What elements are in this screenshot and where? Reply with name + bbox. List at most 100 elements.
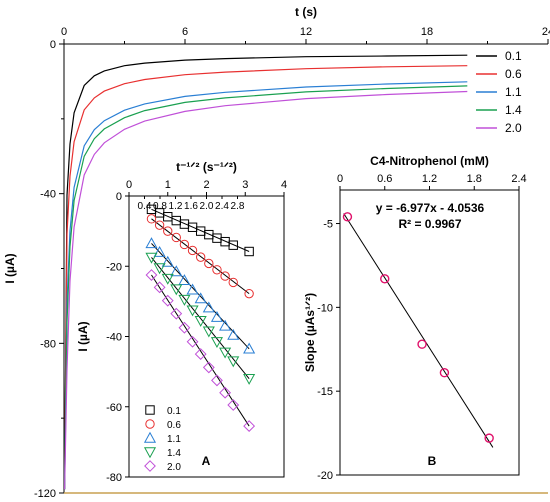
data-point: [219, 319, 232, 331]
data-point: [227, 328, 240, 340]
legend-marker: [145, 405, 155, 415]
x-tick-label: 3: [242, 179, 248, 191]
data-point: [163, 226, 173, 236]
x-axis-title: C4-Nitrophenol (mM): [370, 154, 489, 168]
y-tick-label: -20: [317, 470, 333, 482]
data-point: [227, 399, 240, 411]
data-point: [210, 337, 224, 349]
data-point: [194, 292, 207, 304]
y-tick-label: -10: [317, 302, 333, 314]
x-minor-tick-label: 0.8: [153, 201, 167, 212]
y-tick-label: -20: [106, 261, 122, 273]
x-tick-label: 12: [300, 26, 312, 38]
data-point: [342, 212, 353, 222]
data-point: [484, 433, 494, 443]
data-point: [145, 252, 158, 264]
legend-marker: [145, 419, 155, 429]
data-point: [161, 255, 174, 267]
data-point: [178, 321, 191, 334]
x-tick-label: 6: [182, 26, 188, 38]
x-tick-label: 2.4: [511, 173, 526, 185]
data-point: [170, 265, 183, 277]
data-point: [204, 258, 214, 269]
data-point: [195, 252, 206, 262]
data-point: [228, 277, 238, 288]
y-axis-title: Slope (µAs¹ᐟ²): [303, 293, 317, 372]
legend-marker: [144, 460, 156, 472]
x-axis-title: t (s): [295, 5, 317, 19]
data-point: [219, 386, 232, 399]
data-point: [154, 220, 165, 230]
data-point: [194, 315, 207, 327]
y-tick-label: -80: [106, 472, 122, 484]
x-tick-label: 4: [281, 179, 287, 191]
x-tick-label: 1.8: [467, 173, 482, 185]
fit-line: [343, 213, 494, 448]
data-point: [244, 288, 254, 299]
fit-line: [151, 257, 250, 379]
legend-label: 1.4: [505, 103, 522, 117]
legend-marker: [143, 447, 157, 459]
data-point: [194, 348, 207, 360]
legend-label: 0.6: [505, 67, 522, 81]
series-line: [64, 90, 468, 490]
x-tick-label: 24: [542, 26, 550, 38]
data-point: [186, 305, 199, 317]
data-point: [153, 263, 166, 275]
data-point: [186, 335, 199, 348]
x-minor-tick-label: 2.0: [200, 201, 214, 212]
data-point: [219, 347, 232, 359]
data-point: [146, 214, 157, 224]
x-minor-tick-label: 1.6: [184, 201, 198, 212]
legend-label: 0.1: [505, 49, 522, 63]
legend-label: 1.1: [167, 434, 181, 445]
data-point: [187, 245, 198, 256]
data-point: [170, 307, 183, 320]
panel-label: B: [428, 454, 437, 468]
data-point: [145, 237, 158, 249]
x-minor-tick-label: 2.8: [231, 201, 245, 212]
data-point: [243, 342, 256, 354]
x-tick-label: 0: [61, 26, 67, 38]
data-point: [380, 274, 390, 284]
y-tick-label: 0: [116, 191, 122, 203]
data-point: [244, 246, 254, 257]
x-tick-label: 0: [126, 179, 132, 191]
legend-label: 2.0: [505, 121, 522, 135]
y-tick-label: -40: [40, 189, 56, 201]
data-point: [243, 420, 256, 432]
data-point: [170, 284, 183, 296]
legend-label: 1.1: [505, 85, 522, 99]
legend-label: 0.1: [167, 406, 181, 417]
inset-chart-b: 0 0.6 1.2 1.8 2.4 -5 -10 -15 -20 C4-Nitrophenol (…: [303, 154, 527, 482]
data-point: [153, 245, 166, 257]
data-point: [227, 356, 240, 368]
x-tick-label: 1.2: [422, 173, 437, 185]
data-point: [153, 281, 166, 294]
inset-chart-a: 0 1 2 3 40.4 0.8 1.2 1.6 2.0 2.4 2.80-20-40-60-80t…: [76, 160, 287, 484]
data-point: [211, 374, 223, 387]
y-tick-label: -40: [106, 332, 122, 344]
legend-label: 2.0: [167, 462, 181, 473]
inset-b-frame: [339, 189, 520, 476]
legend-marker: [143, 431, 157, 443]
fit-line: [151, 218, 250, 295]
data-point: [417, 339, 427, 349]
data-point: [202, 326, 215, 338]
y-tick-label: -15: [317, 386, 333, 398]
series-line: [64, 54, 468, 490]
x-minor-tick-label: 2.4: [215, 201, 229, 212]
inset-a-frame: [128, 195, 285, 478]
data-point: [202, 301, 215, 313]
legend-label: 1.4: [167, 448, 181, 459]
y-tick-label: -5: [323, 219, 333, 231]
data-point: [228, 240, 238, 250]
data-point: [145, 269, 158, 281]
y-axis-title: I (µA): [3, 253, 17, 283]
y-tick-label: -120: [34, 488, 56, 500]
y-axis-title: I (µA): [76, 321, 90, 351]
data-point: [161, 273, 174, 285]
series-line: [64, 81, 468, 490]
fit-line: [151, 208, 250, 252]
